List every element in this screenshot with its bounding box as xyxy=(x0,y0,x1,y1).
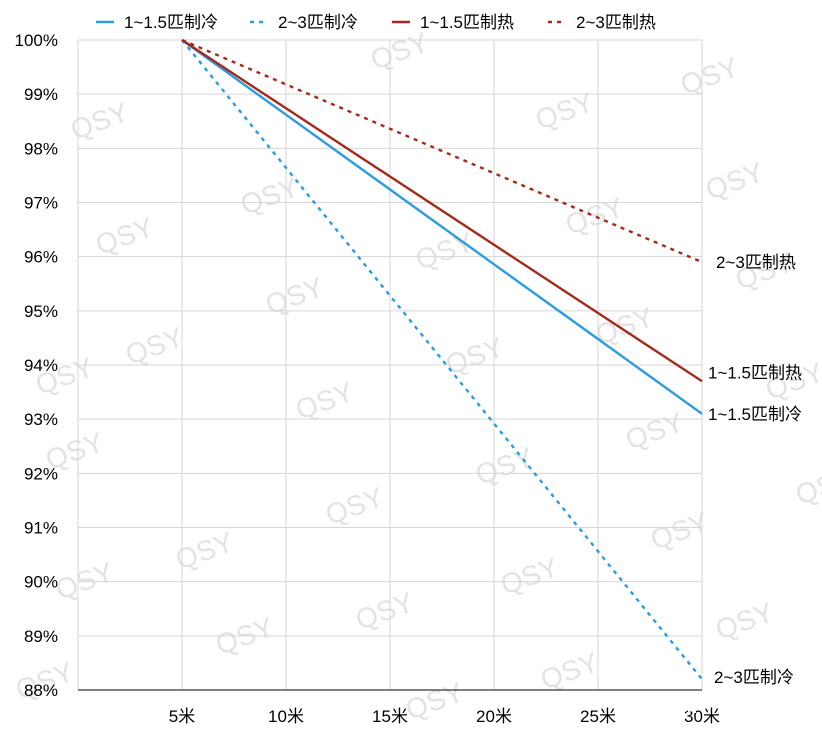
y-axis: 88% 89% 90% 91% 92% 93% 94% 95% 96% 97% 98% 99% 100% xyxy=(15,31,58,700)
watermark-text: QSY xyxy=(411,226,477,275)
series-end-label: 2~3匹制热 xyxy=(716,253,796,272)
series-layer xyxy=(181,38,703,680)
watermark-text: QSY xyxy=(621,406,687,455)
series-end-label: 2~3匹制冷 xyxy=(714,668,794,687)
legend-label: 2~3匹制冷 xyxy=(278,13,358,32)
legend-label: 1~1.5匹制冷 xyxy=(124,13,218,32)
watermark-text: QSY xyxy=(351,586,417,635)
watermark-text: QSY xyxy=(536,646,602,695)
y-tick-label: 90% xyxy=(24,573,58,592)
y-tick-label: 89% xyxy=(24,627,58,646)
watermark-text: QSY xyxy=(121,321,187,370)
site-watermark: 知乎 @QSY xyxy=(676,692,795,717)
series-line-2 xyxy=(181,39,703,680)
watermark-text: QSY xyxy=(171,526,237,575)
series-end-label: 1~1.5匹制冷 xyxy=(708,405,802,424)
watermark-text: QSY xyxy=(791,461,822,510)
watermark-text: QSY xyxy=(66,96,132,145)
watermark-text: QSY xyxy=(711,596,777,645)
watermark-text: QSY xyxy=(676,51,742,100)
watermark-text: QSY xyxy=(496,551,562,600)
watermark-text: QSY xyxy=(591,301,657,350)
watermark-text: QSY xyxy=(531,86,597,135)
watermark-text: QSY xyxy=(236,171,302,220)
y-tick-label: 95% xyxy=(24,302,58,321)
watermark-text: QSY xyxy=(51,556,117,605)
x-tick-label: 20米 xyxy=(476,707,512,726)
x-tick-label: 15米 xyxy=(372,707,408,726)
watermark-text: QSY xyxy=(646,506,712,555)
series-line-3 xyxy=(181,38,703,383)
x-tick-label: 10米 xyxy=(268,707,304,726)
watermark-text: QSY xyxy=(321,481,387,530)
watermark-text: QSY xyxy=(91,211,157,260)
watermark-text: QSY xyxy=(401,676,467,725)
x-tick-label: 30米 xyxy=(684,707,720,726)
x-tick-label: 5米 xyxy=(169,707,195,726)
legend-label: 1~1.5匹制热 xyxy=(420,13,514,32)
watermark-text: QSY xyxy=(561,191,627,240)
y-tick-label: 99% xyxy=(24,85,58,104)
y-tick-label: 98% xyxy=(24,139,58,158)
watermark-text: QSY xyxy=(366,26,432,75)
watermark-layer: QSY QSY QSY QSY QSY QSY QSY QSY QSY QSY QSY QSY QSY Q… xyxy=(11,26,822,725)
y-tick-label: 97% xyxy=(24,194,58,213)
series-line-1 xyxy=(181,39,703,415)
watermark-text: QSY xyxy=(701,156,767,205)
y-tick-label: 100% xyxy=(15,31,58,50)
series-end-label: 1~1.5匹制热 xyxy=(708,363,802,382)
y-tick-label: 88% xyxy=(24,681,58,700)
y-tick-label: 96% xyxy=(24,248,58,267)
x-axis: 5米 10米 15米 20米 25米 30米 xyxy=(169,707,720,726)
y-tick-label: 93% xyxy=(24,410,58,429)
series-line-4 xyxy=(181,38,703,264)
watermark-text: QSY xyxy=(291,376,357,425)
y-tick-label: 92% xyxy=(24,464,58,483)
watermark-text: QSY xyxy=(471,441,537,490)
grid-layer xyxy=(77,39,703,691)
watermark-text: QSY xyxy=(441,331,507,380)
end-labels: 1~1.5匹制冷 2~3匹制冷 1~1.5匹制热 2~3匹制热 xyxy=(708,253,802,687)
watermark-text: QSY xyxy=(261,271,327,320)
legend-label: 2~3匹制热 xyxy=(576,13,656,32)
y-tick-label: 94% xyxy=(24,356,58,375)
x-tick-label: 25米 xyxy=(580,707,616,726)
legend: 1~1.5匹制冷 2~3匹制冷 1~1.5匹制热 2~3匹制热 xyxy=(96,13,656,32)
y-tick-label: 91% xyxy=(24,519,58,538)
